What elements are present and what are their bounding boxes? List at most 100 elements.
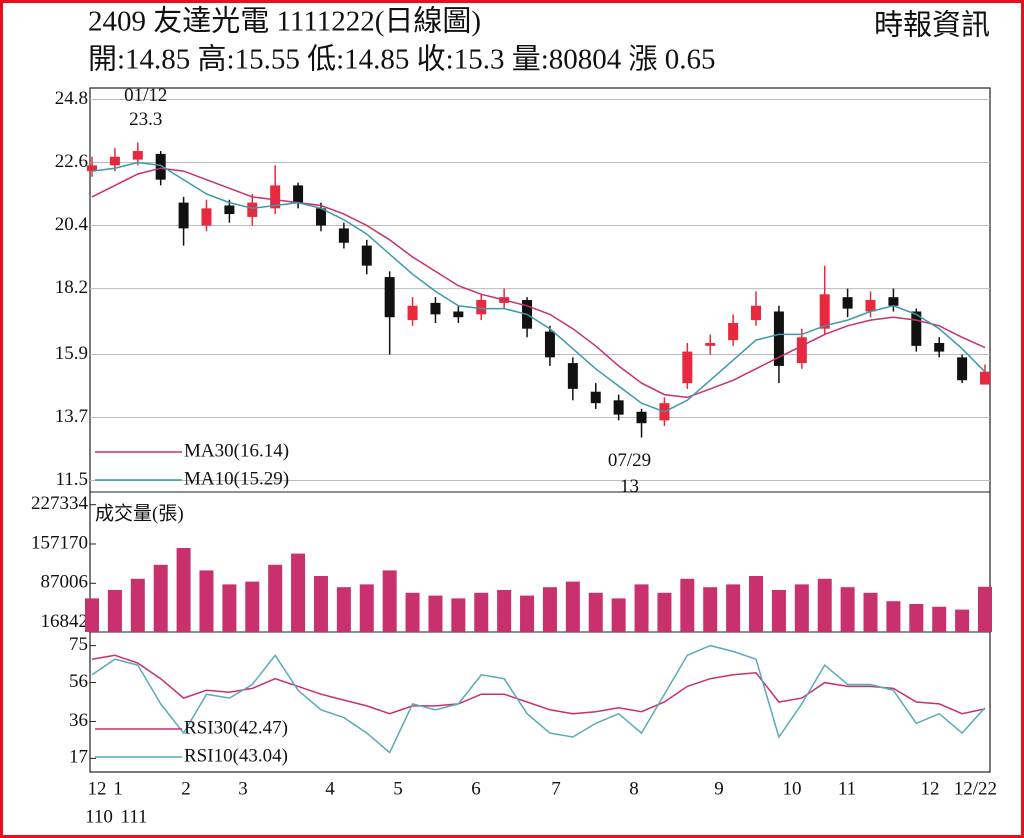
volume-bar	[176, 548, 191, 632]
x-tick-label: 11	[838, 778, 856, 799]
x-tick-label: 10	[783, 778, 802, 799]
candle-body	[155, 153, 166, 180]
volume-bar	[153, 564, 168, 632]
volume-bar	[428, 595, 443, 632]
candle-body	[751, 305, 762, 321]
volume-bar	[611, 598, 626, 632]
x-tick-label: 9	[714, 778, 724, 799]
x-tick-label: 4	[325, 778, 335, 799]
volume-bar	[749, 576, 764, 632]
candle-body	[132, 151, 143, 160]
y-tick-label: 75	[69, 634, 88, 655]
volume-bar	[932, 606, 947, 632]
candle-body	[109, 156, 120, 166]
ma-line	[91, 161, 986, 413]
volume-bar	[107, 590, 122, 632]
candle-body	[247, 202, 258, 217]
annotation: 13	[620, 476, 639, 497]
volume-bar	[817, 578, 832, 632]
volume-bar	[451, 598, 466, 632]
volume-bar	[520, 595, 535, 632]
y-tick-label: 56	[69, 671, 88, 692]
candle-body	[636, 411, 647, 424]
candle-body	[865, 300, 876, 312]
volume-bar	[657, 592, 672, 632]
volume-bar	[199, 570, 214, 632]
candle-body	[613, 400, 624, 415]
volume-bar	[405, 592, 420, 632]
y-tick-label: 16842	[41, 611, 89, 632]
y-tick-label: 24.8	[55, 88, 88, 109]
candle-body	[315, 208, 326, 226]
x-tick-label: 2	[181, 778, 191, 799]
candle-body	[957, 357, 968, 381]
plot-frame	[89, 87, 991, 773]
volume-bar	[680, 578, 695, 632]
y-tick-label: 18.2	[55, 277, 88, 298]
volume-bar	[565, 581, 580, 632]
candle-body	[567, 363, 578, 389]
volume-bar	[268, 564, 283, 632]
y-tick-label: 13.7	[55, 406, 88, 427]
candle-body	[361, 245, 372, 266]
volume-bar	[222, 584, 237, 632]
candle-body	[819, 294, 830, 329]
candle-body	[980, 371, 990, 385]
volume-bar	[794, 584, 809, 632]
candle-body	[384, 277, 395, 318]
legend-label: MA30(16.14)	[184, 440, 289, 461]
panel-title: 成交量(張)	[95, 502, 184, 524]
volume-bar	[291, 553, 306, 632]
volume-bar	[634, 584, 649, 632]
volume-bar	[703, 587, 718, 632]
source: 時報資訊	[874, 9, 990, 42]
quote: 開:14.85 高:15.55 低:14.85 收:15.3 量:80804 漲…	[88, 43, 716, 76]
candle-body	[224, 205, 235, 215]
candle-body	[453, 311, 464, 318]
y-tick-label: 22.6	[55, 151, 88, 172]
volume-bar	[909, 604, 924, 632]
candle-body	[407, 305, 418, 321]
x-tick-label: 7	[551, 778, 561, 799]
x-tick-label: 1	[113, 778, 123, 799]
volume-bar	[771, 590, 786, 632]
y-tick-label: 36	[69, 710, 88, 731]
volume-bar	[588, 592, 603, 632]
candle-body	[430, 302, 441, 315]
candle-body	[728, 322, 739, 341]
x-tick-label: 6	[471, 778, 481, 799]
legend-label: RSI30(42.47)	[184, 717, 288, 738]
volume-bar	[497, 590, 512, 632]
volume-bar	[245, 581, 260, 632]
volume-bar	[840, 587, 855, 632]
x-tick-label: 5	[393, 778, 403, 799]
volume-bar	[359, 584, 374, 632]
volume-bar	[863, 592, 878, 632]
candle-body	[201, 208, 212, 226]
candle-body	[270, 185, 281, 209]
y-tick-label: 15.9	[55, 343, 88, 364]
candle-body	[476, 300, 487, 315]
candle-body	[178, 202, 189, 229]
legend-label: MA10(15.29)	[184, 468, 289, 489]
volume-bar	[542, 587, 557, 632]
legend-label: RSI10(43.04)	[184, 745, 288, 766]
x-tick-label: 3	[238, 778, 248, 799]
candle-body	[842, 297, 853, 309]
x-tick-label: 12/22	[954, 778, 997, 799]
x-tick-label: 12	[88, 778, 107, 799]
volume-bar	[978, 586, 992, 632]
candle-body	[888, 297, 899, 306]
candle-body	[682, 351, 693, 384]
volume-bar	[130, 578, 145, 632]
volume-bar	[474, 592, 489, 632]
chart-title: 2409 友達光電 1111222(日線圖)	[88, 5, 481, 38]
y-tick-label: 227334	[31, 493, 89, 514]
candle-body	[911, 311, 922, 346]
candle-body	[590, 391, 601, 404]
volume-bar	[886, 601, 901, 632]
rsi-line	[91, 654, 986, 715]
volume-bar	[955, 609, 970, 632]
